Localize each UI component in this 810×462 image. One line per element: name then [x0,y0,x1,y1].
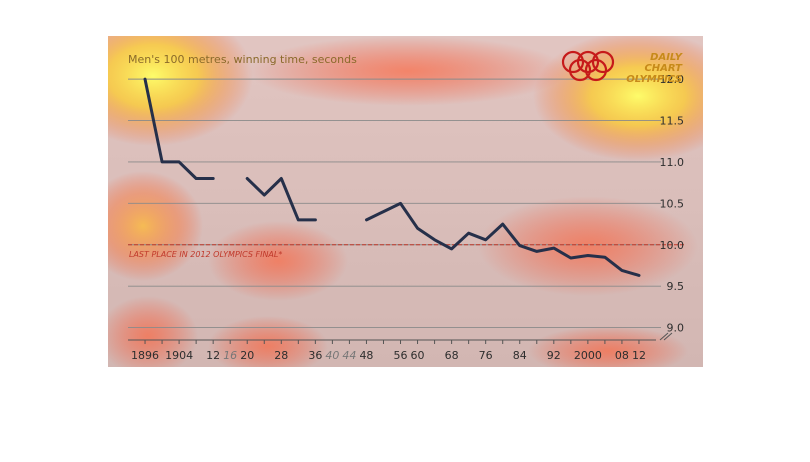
y-tick-label: 12.0 [660,73,685,86]
y-tick-label: 10.5 [660,197,685,210]
y-tick-label: 9.5 [667,280,685,293]
x-tick-label: 60 [411,349,425,362]
series-line-segment [245,177,317,222]
series-line-group [143,77,641,277]
x-tick-label: 84 [513,349,527,362]
x-tick-label: 92 [547,349,561,362]
chart-title: Men's 100 metres, winning time, seconds [128,53,357,66]
reference-line-label: LAST PLACE IN 2012 OLYMPICS FINAL* [129,250,282,259]
chart-panel: LAST PLACE IN 2012 OLYMPICS FINAL* 12.0 1… [53,6,743,376]
y-tick-labels: 12.0 11.5 11.0 10.5 10.0 9.5 9.0 [660,73,685,334]
x-tick-label: 20 [240,349,254,362]
x-axis: 1896 1904 12 16 20 28 36 40 44 48 56 60 68 76 84 92 2000… [128,332,673,362]
y-tick-label: 10.0 [660,239,685,252]
x-tick-label: 28 [274,349,288,362]
axis-break-marker [659,332,673,341]
y-tick-label: 11.5 [660,115,685,128]
x-tick-label: 76 [479,349,493,362]
x-tick-label: 36 [308,349,322,362]
svg-text:CHART: CHART [644,63,683,74]
attention-heatmap-overlay [53,6,743,376]
x-tick-label: 12 [632,349,646,362]
x-tick-label: 56 [394,349,408,362]
x-tick-label: 1904 [165,349,193,362]
x-tick-label: 08 [615,349,629,362]
y-tick-label: 9.0 [667,322,685,335]
chart-svg: LAST PLACE IN 2012 OLYMPICS FINAL* 12.01… [53,6,743,376]
series-line-segment [143,77,215,180]
reference-line-group: LAST PLACE IN 2012 OLYMPICS FINAL* [128,244,684,259]
x-tick-label: 1896 [131,349,159,362]
series-line-segment [365,201,641,277]
x-tick-label: 68 [445,349,459,362]
x-tick-label: 44 [342,349,356,362]
gridlines [128,78,661,329]
x-tick-label: 2000 [574,349,602,362]
x-tick-label: 40 [325,349,339,362]
x-tick-label: 16 [223,349,237,362]
x-tick-label: 12 [206,349,220,362]
svg-text:DAILY: DAILY [650,52,684,63]
x-tick-label: 48 [359,349,373,362]
y-tick-label: 11.0 [660,156,685,169]
svg-text:OLYMPICS: OLYMPICS [626,74,682,85]
olympic-rings-logo [561,50,615,82]
daily-chart-olympics-label: DAILY CHART OLYMPICS [626,52,683,85]
